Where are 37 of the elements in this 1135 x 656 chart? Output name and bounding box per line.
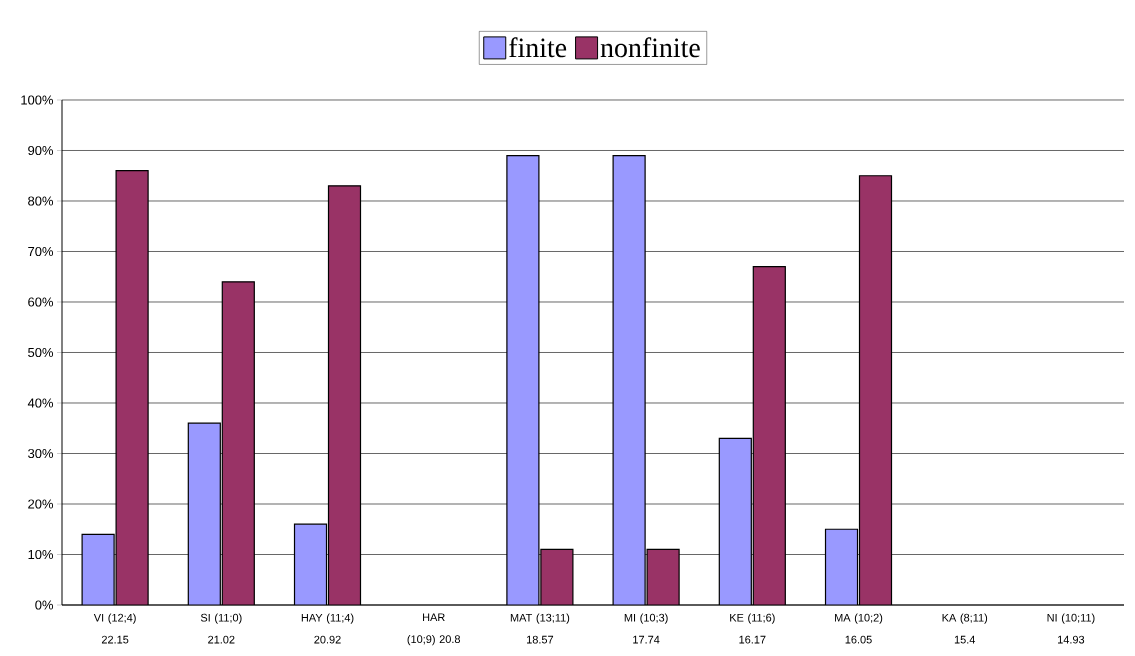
bar: [753, 266, 786, 605]
bar: [294, 524, 327, 605]
bar: [116, 170, 149, 605]
x-tick-label: VI (12;4) 22.15: [93, 613, 136, 644]
bar: [613, 155, 646, 605]
y-tick-label: 100%: [21, 95, 54, 105]
x-tick-label: KE (11;6) 16.17: [730, 613, 775, 644]
y-tick-label: 80%: [28, 196, 54, 206]
legend-label: nonfinite: [600, 37, 700, 58]
bar: [824, 528, 859, 605]
x-tick-label: MAT (13;11) 18.57: [510, 613, 570, 644]
x-tick-label: MA (10;2) 16.05: [835, 613, 883, 644]
bar: [647, 549, 680, 605]
bar: [188, 423, 221, 605]
y-tick-label: 60%: [28, 297, 54, 307]
bar: [858, 175, 893, 605]
y-tick-label: 10%: [28, 549, 54, 560]
y-tick-label: 90%: [28, 145, 54, 156]
y-tick-label: 30%: [28, 448, 54, 459]
bar: [82, 534, 115, 605]
y-tick-label: 50%: [28, 347, 54, 358]
bar: [506, 155, 539, 605]
bar: [328, 185, 361, 605]
x-tick-label: HAY (11;4) 20.92: [301, 613, 354, 644]
category-label: HAR (10;9) 20.8: [407, 613, 461, 646]
bar: [222, 281, 255, 605]
y-tick-label: 20%: [28, 499, 54, 509]
y-tick-label: 0%: [35, 600, 54, 610]
x-tick-label: KA (8;11) 15.4: [942, 613, 988, 644]
y-tick-label: 70%: [28, 246, 54, 257]
bar: [719, 438, 752, 605]
x-tick-label: SI (11;0) 21.02: [200, 613, 242, 644]
x-tick-label: MI (10;3) 17.74: [624, 613, 668, 644]
x-tick-label: NI (10;11) 14.93: [1047, 613, 1095, 644]
bar: [540, 549, 573, 605]
legend-label: finite: [509, 37, 567, 58]
y-tick-label: 40%: [27, 398, 54, 408]
